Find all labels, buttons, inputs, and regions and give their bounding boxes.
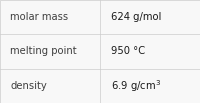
Text: 6.9 g/cm$^{3}$: 6.9 g/cm$^{3}$ <box>110 78 160 94</box>
Text: molar mass: molar mass <box>10 12 68 22</box>
Text: melting point: melting point <box>10 46 76 57</box>
Text: 624 g/mol: 624 g/mol <box>110 12 160 22</box>
Text: density: density <box>10 81 47 91</box>
Text: 950 °C: 950 °C <box>110 46 144 57</box>
